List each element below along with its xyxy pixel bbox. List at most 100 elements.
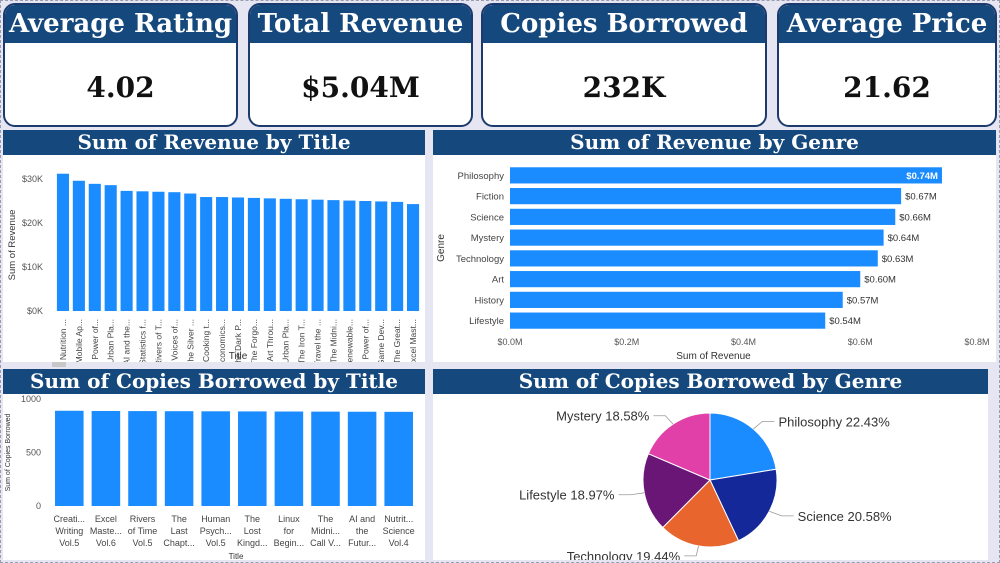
y-tick-label: $10K [22,262,43,272]
x-tick-label: Last [171,526,189,536]
bar[interactable] [200,197,213,311]
pie-slice[interactable] [709,412,777,481]
bar[interactable] [231,197,245,311]
x-tick-label: Vol.5 [206,538,226,548]
bar[interactable] [510,229,884,246]
data-label: Lifestyle 18.97% [519,488,615,503]
x-tick-label: the [356,526,369,536]
x-tick-label: Lost [244,526,262,536]
chart-panel-copies-by-title[interactable]: Sum of Copies Borrowed by Title 0 500 1000… [3,369,425,560]
bar[interactable] [263,198,276,311]
bar[interactable] [510,271,861,288]
x-tick-label: AI and the... [122,319,132,362]
x-axis-title: Title [229,552,244,560]
bar[interactable] [510,312,826,329]
bar[interactable] [55,410,84,506]
kpi-title: Total Revenue [250,5,471,43]
x-tick-label: The Forgo... [249,319,259,362]
bar[interactable] [510,208,896,225]
x-axis-title: Sum of Revenue [676,351,751,362]
data-label: $0.63M [882,254,914,265]
horizontal-scrollbar[interactable] [52,362,66,367]
bar[interactable] [56,173,70,311]
y-tick-label: Mystery [471,233,505,244]
x-tick-label: The Dark P... [233,319,243,362]
chart-title: Sum of Copies Borrowed by Title [3,369,425,394]
bar[interactable] [295,199,308,311]
x-tick-label: Excel [95,514,117,524]
pie-slice[interactable] [709,468,778,542]
kpi-value: 4.02 [86,71,155,104]
kpi-card-average-rating[interactable]: Average Rating 4.02 [3,3,238,127]
bar[interactable] [375,201,388,311]
bar[interactable] [311,199,324,311]
x-tick-label: Nutrit... [384,514,413,524]
bar[interactable] [120,190,133,311]
x-tick-label: Power of... [360,319,370,360]
y-tick-label: Lifestyle [469,316,504,327]
revenue-by-genre-chart[interactable]: Philosophy $0.74M Fiction $0.67M Science $0.6… [433,155,996,362]
bar[interactable] [184,193,197,311]
copies-by-title-chart[interactable]: 0 500 1000 Creati... Writing Vol.5 Excel Maste.… [3,394,425,560]
bar[interactable] [91,410,121,506]
bar[interactable] [168,192,181,311]
kpi-card-copies-borrowed[interactable]: Copies Borrowed 232K [481,3,767,127]
kpi-value: 21.62 [843,71,931,104]
x-tick-label: Rivers of T... [153,319,163,362]
pie-slice[interactable] [662,479,740,548]
bar[interactable] [510,188,902,205]
x-tick-label: The Midni... [328,319,338,362]
bar[interactable] [343,200,356,311]
y-axis-title: Sum of Copies Borrowed [5,413,12,491]
y-tick-label: $30K [22,174,43,184]
y-tick-label: Philosophy [458,171,505,182]
x-tick-label: Voices of... [169,319,179,361]
bar[interactable] [391,201,404,311]
copies-by-genre-pie[interactable]: Philosophy 22.43% Science 20.58% Technolog… [433,394,988,560]
x-tick-label: Renewable... [344,319,354,362]
chart-title: Sum of Revenue by Genre [433,130,996,155]
bar[interactable] [359,201,372,311]
bar[interactable] [510,291,843,308]
x-tick-label: Cooking t... [201,319,211,362]
x-tick-label: Mobile Ap... [74,319,84,362]
revenue-by-title-chart[interactable]: $0K $10K $20K $30K Nutrition ... Mobile Ap...… [3,155,425,362]
y-tick-label: $20K [22,218,43,228]
x-tick-label: $0.0M [497,337,522,347]
bar[interactable] [510,167,942,184]
bar[interactable] [247,197,260,311]
bar[interactable] [152,191,165,311]
x-tick-label: Power of... [90,319,100,360]
bar[interactable] [238,411,267,506]
x-tick-label: Urban Pla... [106,319,116,362]
bar[interactable] [72,180,85,311]
bar[interactable] [164,411,194,506]
bar[interactable] [128,411,157,506]
bar[interactable] [104,185,117,311]
bar[interactable] [406,204,420,311]
kpi-card-total-revenue[interactable]: Total Revenue $5.04M [248,3,473,127]
chart-panel-revenue-by-title[interactable]: Sum of Revenue by Title $0K $10K $20K $30K N… [3,130,425,362]
bar[interactable] [201,411,230,506]
bar[interactable] [274,411,304,506]
data-label: $0.60M [864,275,896,286]
data-label: Science 20.58% [798,509,892,524]
bar[interactable] [311,411,340,506]
bar[interactable] [347,411,377,506]
chart-panel-revenue-by-genre[interactable]: Sum of Revenue by Genre Philosophy $0.74M… [433,130,996,362]
x-tick-label: $0.4M [731,337,756,347]
kpi-card-average-price[interactable]: Average Price 21.62 [777,3,997,127]
x-tick-label: Travel the ... [313,319,323,362]
x-tick-label: Game Dev... [376,319,386,362]
y-tick-label: Art [492,275,505,286]
x-tick-label: The [171,514,187,524]
bar[interactable] [136,191,149,311]
bar[interactable] [327,200,340,311]
bar[interactable] [384,411,413,506]
bar[interactable] [216,197,229,311]
bar[interactable] [510,250,878,267]
x-tick-label: Kingd... [237,538,268,548]
chart-panel-copies-by-genre[interactable]: Sum of Copies Borrowed by Genre Philosop… [433,369,988,560]
bar[interactable] [88,183,101,311]
bar[interactable] [279,198,292,311]
